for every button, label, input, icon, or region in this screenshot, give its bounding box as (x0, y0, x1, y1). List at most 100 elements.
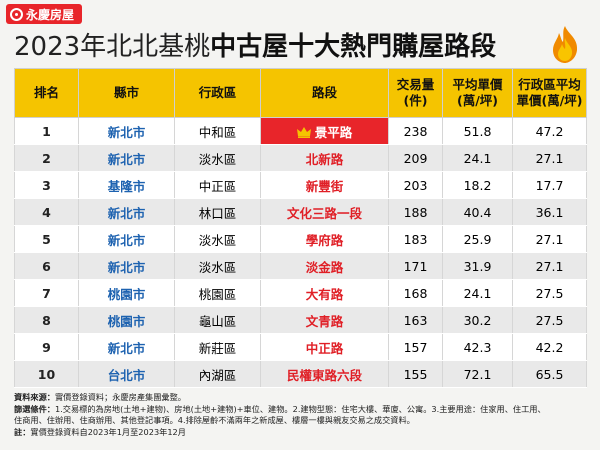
cell-city: 桃園市 (78, 306, 175, 334)
table-row: 5 新北市 淡水區 學府路 183 25.9 27.1 (14, 225, 587, 253)
cell-price: 18.2 (442, 171, 513, 199)
cell-district: 桃園區 (174, 279, 261, 307)
cell-city: 新北市 (78, 225, 175, 253)
cell-price: 31.9 (442, 252, 513, 280)
cell-district: 淡水區 (174, 144, 261, 172)
cell-volume: 209 (388, 144, 443, 172)
criteria-text: 1.交易標的為房地(土地+建物)、房地(土地+建物)+車位、建物。2.建物型態：… (54, 403, 546, 414)
cell-road: 新豐街 (260, 171, 389, 199)
cell-district: 淡水區 (174, 252, 261, 280)
cell-city: 新北市 (78, 333, 175, 361)
source-text: 實價登錄資料；永慶房產集團彙整。 (54, 392, 186, 402)
cell-volume: 183 (388, 225, 443, 253)
cell-rank: 8 (14, 306, 79, 334)
header-rank: 排名 (14, 68, 79, 118)
header-volume-l1: 交易量 (396, 76, 435, 92)
crown-icon (296, 126, 311, 138)
cell-rank: 4 (14, 198, 79, 226)
cell-rank: 7 (14, 279, 79, 307)
cell-district-price: 42.2 (512, 333, 587, 361)
header-price: 平均單價 (萬/坪) (442, 68, 513, 118)
cell-road: 文青路 (260, 306, 389, 334)
cell-volume: 157 (388, 333, 443, 361)
cell-price: 24.1 (442, 144, 513, 172)
cell-city: 新北市 (78, 198, 175, 226)
cell-city: 新北市 (78, 117, 175, 145)
header-volume: 交易量 (件) (388, 68, 443, 118)
cell-price: 42.3 (442, 333, 513, 361)
cell-rank: 1 (14, 117, 79, 145)
cell-rank: 3 (14, 171, 79, 199)
cell-road: 景平路 (260, 117, 389, 145)
cell-city: 新北市 (78, 252, 175, 280)
table-row: 6 新北市 淡水區 淡金路 171 31.9 27.1 (14, 252, 587, 280)
title-part2: 中古屋十大熱門購屋路段 (210, 31, 497, 62)
header-city: 縣市 (78, 68, 175, 118)
table-row: 7 桃園市 桃園區 大有路 168 24.1 27.5 (14, 279, 587, 307)
table-row: 10 台北市 內湖區 民權東路六段 155 72.1 65.5 (14, 360, 587, 388)
cell-road: 學府路 (260, 225, 389, 253)
cell-district-price: 27.1 (512, 252, 587, 280)
header-district: 行政區 (174, 68, 261, 118)
cell-volume: 203 (388, 171, 443, 199)
criteria-note-cont: 住商用、住辦用、住商辦用、其他登記事項。4.排除屋齡不滿兩年之新成屋、樓層一樓與… (14, 415, 590, 427)
flame-icon (553, 26, 578, 63)
cell-district: 龜山區 (174, 306, 261, 334)
cell-city: 桃園市 (78, 279, 175, 307)
header-road: 路段 (260, 68, 389, 118)
cell-price: 40.4 (442, 198, 513, 226)
cell-road-name: 景平路 (314, 124, 353, 140)
cell-price: 51.8 (442, 117, 513, 145)
cell-volume: 238 (388, 117, 443, 145)
table-row: 3 基隆市 中正區 新豐街 203 18.2 17.7 (14, 171, 587, 199)
brand-logo-icon (10, 7, 23, 21)
table-row: 8 桃園市 龜山區 文青路 163 30.2 27.5 (14, 306, 587, 334)
source-label: 資料來源： (14, 392, 55, 402)
cell-volume: 168 (388, 279, 443, 307)
criteria-label: 篩選條件： (14, 403, 55, 414)
cell-district-price: 17.7 (512, 171, 587, 199)
cell-district: 淡水區 (174, 225, 261, 253)
period-note: 註：實價登錄資料自2023年1月至2023年12月 (14, 427, 590, 439)
cell-rank: 5 (14, 225, 79, 253)
cell-rank: 10 (14, 360, 79, 388)
criteria-text2: 住商用、住辦用、住商辦用、其他登記事項。4.排除屋齡不滿兩年之新成屋、樓層一樓與… (14, 415, 415, 425)
cell-district-price: 36.1 (512, 198, 587, 226)
brand-name: 永慶房屋 (26, 7, 75, 22)
note-label: 註： (14, 426, 31, 437)
cell-district-price: 27.1 (512, 144, 587, 172)
cell-district-price: 27.5 (512, 306, 587, 334)
cell-district-price: 47.2 (512, 117, 587, 145)
cell-road: 北新路 (260, 144, 389, 172)
header-price-l2: (萬/坪) (457, 93, 498, 108)
cell-rank: 6 (14, 252, 79, 280)
cell-road: 淡金路 (260, 252, 389, 280)
table-row: 9 新北市 新莊區 中正路 157 42.3 42.2 (14, 333, 587, 361)
cell-volume: 188 (388, 198, 443, 226)
title-part1: 2023年北北基桃 (14, 31, 211, 62)
cell-price: 72.1 (442, 360, 513, 388)
table-header-row: 排名 縣市 行政區 路段 交易量 (件) 平均單價 (萬/坪) 行政區平均 單價(萬/… (14, 68, 587, 118)
cell-district: 林口區 (174, 198, 261, 226)
cell-city: 新北市 (78, 144, 175, 172)
table-row: 1 新北市 中和區 景平路 238 51.8 47.2 (14, 117, 587, 145)
brand-logo: 永慶房屋 (6, 4, 82, 24)
cell-volume: 163 (388, 306, 443, 334)
cell-road: 民權東路六段 (260, 360, 389, 388)
cell-district: 中和區 (174, 117, 261, 145)
table-row: 4 新北市 林口區 文化三路一段 188 40.4 36.1 (14, 198, 587, 226)
cell-district-price: 65.5 (512, 360, 587, 388)
cell-rank: 2 (14, 144, 79, 172)
ranking-table: 排名 縣市 行政區 路段 交易量 (件) 平均單價 (萬/坪) 行政區平均 單價(萬/… (14, 68, 587, 388)
cell-road: 大有路 (260, 279, 389, 307)
note-text: 實價登錄資料自2023年1月至2023年12月 (30, 426, 186, 437)
cell-district: 內湖區 (174, 360, 261, 388)
cell-district-price: 27.5 (512, 279, 587, 307)
header-volume-l2: (件) (403, 93, 428, 108)
source-note: 資料來源：實價登錄資料；永慶房產集團彙整。 (14, 392, 590, 404)
cell-price: 25.9 (442, 225, 513, 253)
cell-city: 台北市 (78, 360, 175, 388)
cell-district-price: 27.1 (512, 225, 587, 253)
cell-price: 30.2 (442, 306, 513, 334)
header-price-l1: 平均單價 (452, 76, 503, 92)
